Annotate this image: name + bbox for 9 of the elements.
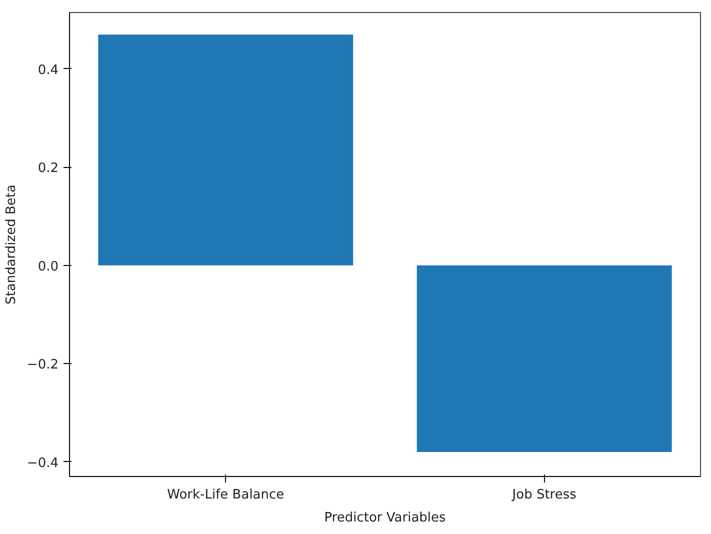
x-axis-title: Predictor Variables bbox=[324, 510, 446, 526]
y-tick-label: −0.2 bbox=[26, 358, 59, 373]
y-tick-label: 0.0 bbox=[38, 259, 59, 274]
y-tick-label: 0.4 bbox=[38, 62, 59, 78]
x-tick-label: Work-Life Balance bbox=[167, 488, 284, 502]
x-tick-label: Job Stress bbox=[511, 488, 577, 502]
y-tick-label: 0.2 bbox=[38, 161, 59, 176]
y-axis-title: Standardized Beta bbox=[4, 184, 19, 304]
y-tick-label: −0.4 bbox=[26, 456, 59, 471]
